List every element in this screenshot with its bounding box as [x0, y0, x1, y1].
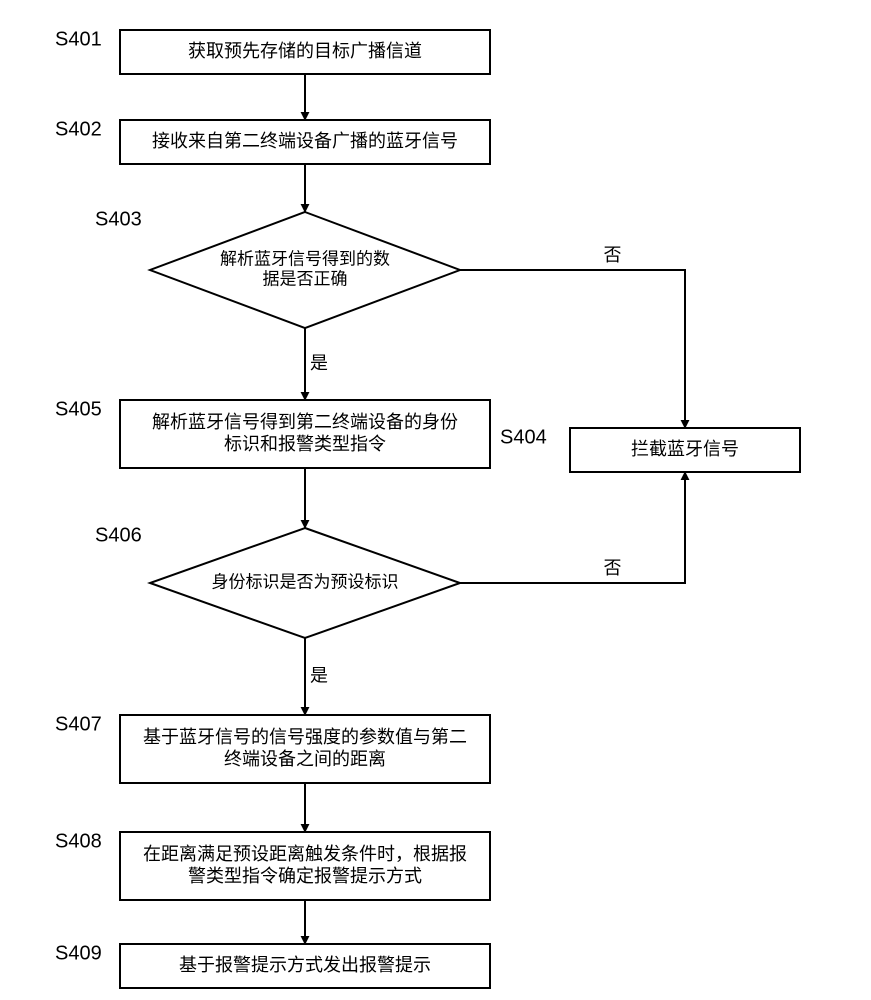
svg-text:标识和报警类型指令: 标识和报警类型指令 — [224, 434, 386, 454]
svg-text:获取预先存储的目标广播信道: 获取预先存储的目标广播信道 — [188, 41, 422, 61]
svg-text:否: 否 — [604, 245, 622, 265]
svg-text:基于蓝牙信号的信号强度的参数值与第二: 基于蓝牙信号的信号强度的参数值与第二 — [143, 727, 467, 747]
svg-text:S409: S409 — [55, 942, 102, 964]
svg-text:S403: S403 — [95, 208, 142, 230]
svg-text:S404: S404 — [500, 426, 547, 448]
svg-text:S408: S408 — [55, 830, 102, 852]
svg-text:S401: S401 — [55, 28, 102, 50]
svg-text:接收来自第二终端设备广播的蓝牙信号: 接收来自第二终端设备广播的蓝牙信号 — [152, 131, 458, 151]
svg-text:是: 是 — [310, 353, 328, 373]
svg-text:据是否正确: 据是否正确 — [263, 269, 348, 288]
svg-text:S402: S402 — [55, 118, 102, 140]
svg-text:身份标识是否为预设标识: 身份标识是否为预设标识 — [212, 572, 399, 591]
svg-text:是: 是 — [310, 665, 328, 685]
svg-text:否: 否 — [604, 558, 622, 578]
svg-text:终端设备之间的距离: 终端设备之间的距离 — [224, 749, 386, 769]
svg-text:解析蓝牙信号得到第二终端设备的身份: 解析蓝牙信号得到第二终端设备的身份 — [152, 412, 458, 432]
svg-text:S406: S406 — [95, 524, 142, 546]
svg-text:S405: S405 — [55, 398, 102, 420]
svg-text:解析蓝牙信号得到的数: 解析蓝牙信号得到的数 — [220, 249, 390, 268]
svg-text:警类型指令确定报警提示方式: 警类型指令确定报警提示方式 — [188, 866, 422, 886]
svg-text:拦截蓝牙信号: 拦截蓝牙信号 — [631, 439, 739, 459]
svg-text:在距离满足预设距离触发条件时，根据报: 在距离满足预设距离触发条件时，根据报 — [143, 844, 467, 864]
svg-text:基于报警提示方式发出报警提示: 基于报警提示方式发出报警提示 — [179, 955, 431, 975]
svg-text:S407: S407 — [55, 713, 102, 735]
